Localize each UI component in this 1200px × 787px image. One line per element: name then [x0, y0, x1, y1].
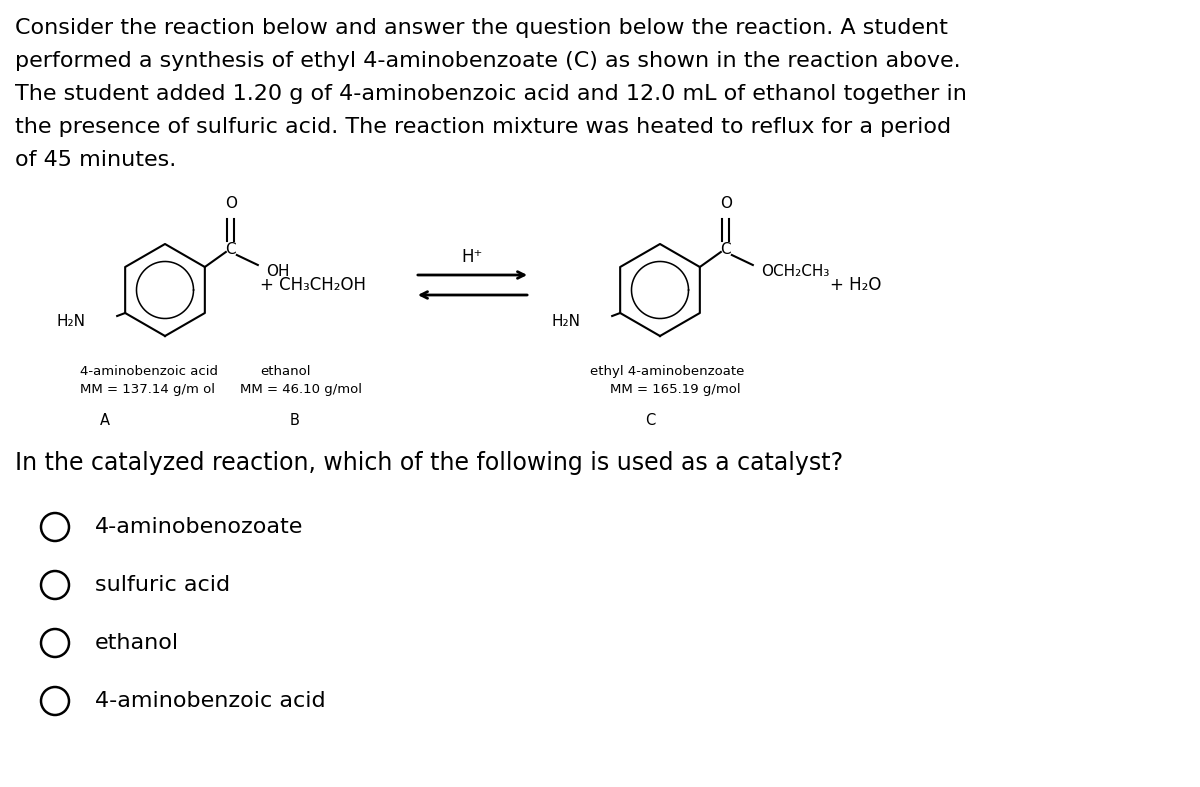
Text: In the catalyzed reaction, which of the following is used as a catalyst?: In the catalyzed reaction, which of the … — [14, 451, 844, 475]
Text: of 45 minutes.: of 45 minutes. — [14, 150, 176, 170]
Text: + H₂O: + H₂O — [830, 276, 881, 294]
Text: 4-aminobenozoate: 4-aminobenozoate — [95, 517, 304, 537]
Text: C: C — [720, 242, 731, 257]
Text: the presence of sulfuric acid. The reaction mixture was heated to reflux for a p: the presence of sulfuric acid. The react… — [14, 117, 952, 137]
Text: C: C — [644, 413, 655, 428]
Text: sulfuric acid: sulfuric acid — [95, 575, 230, 595]
Text: MM = 46.10 g/mol: MM = 46.10 g/mol — [240, 383, 362, 396]
Text: ethyl 4-aminobenzoate: ethyl 4-aminobenzoate — [590, 365, 744, 378]
Text: OCH₂CH₃: OCH₂CH₃ — [761, 264, 829, 279]
Text: O: O — [224, 195, 236, 210]
Text: + CH₃CH₂OH: + CH₃CH₂OH — [260, 276, 366, 294]
Text: ethanol: ethanol — [260, 365, 311, 378]
Text: ethanol: ethanol — [95, 633, 179, 653]
Text: The student added 1.20 g of 4-aminobenzoic acid and 12.0 mL of ethanol together : The student added 1.20 g of 4-aminobenzo… — [14, 84, 967, 104]
Text: MM = 165.19 g/mol: MM = 165.19 g/mol — [610, 383, 740, 396]
Text: OH: OH — [266, 264, 289, 279]
Text: C: C — [226, 242, 236, 257]
Text: MM = 137.14 g/m ol: MM = 137.14 g/m ol — [80, 383, 215, 396]
Text: 4-aminobenzoic acid: 4-aminobenzoic acid — [95, 691, 325, 711]
Text: H⁺: H⁺ — [462, 248, 484, 266]
Text: Consider the reaction below and answer the question below the reaction. A studen: Consider the reaction below and answer t… — [14, 18, 948, 38]
Text: O: O — [720, 195, 732, 210]
Text: H₂N: H₂N — [551, 313, 580, 328]
Text: B: B — [290, 413, 300, 428]
Text: A: A — [100, 413, 110, 428]
Text: performed a synthesis of ethyl 4-aminobenzoate (C) as shown in the reaction abov: performed a synthesis of ethyl 4-aminobe… — [14, 51, 961, 71]
Text: H₂N: H₂N — [56, 313, 85, 328]
Text: 4-aminobenzoic acid: 4-aminobenzoic acid — [80, 365, 218, 378]
